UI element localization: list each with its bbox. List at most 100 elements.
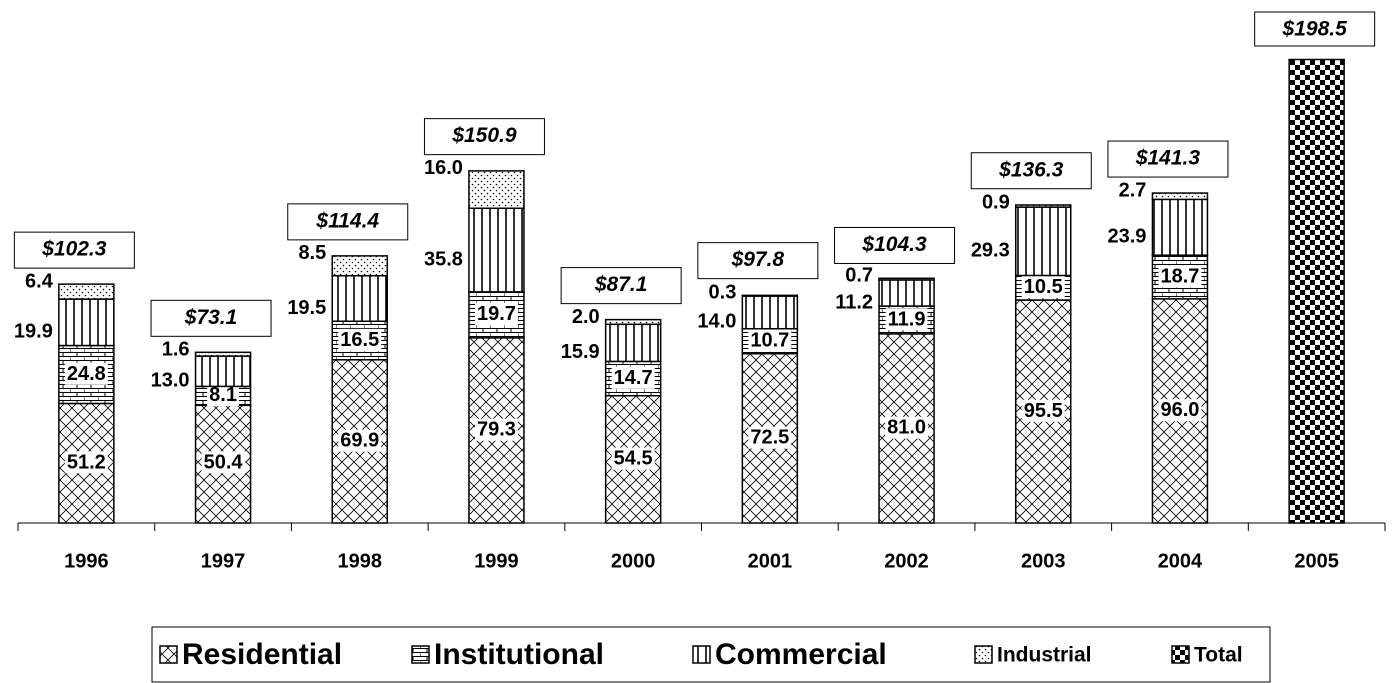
data-label-bg — [474, 418, 518, 441]
data-label: 19.5 — [287, 297, 326, 319]
total-label-box — [13, 231, 135, 269]
total-label-box — [1107, 140, 1229, 178]
bar-segment — [331, 255, 388, 277]
data-label: 6.4 — [25, 270, 54, 292]
data-label-bg — [748, 426, 792, 449]
data-label: 35.8 — [424, 248, 463, 270]
data-label-bg — [474, 303, 518, 326]
legend-swatch — [974, 645, 993, 664]
total-label-box — [1254, 11, 1376, 47]
x-tick-label: 2002 — [884, 550, 929, 572]
data-label: 14.7 — [614, 367, 653, 389]
x-tick-label: 2005 — [1294, 550, 1339, 572]
data-label: 19.7 — [477, 303, 516, 325]
total-bar — [1288, 58, 1345, 524]
data-label: 79.3 — [477, 419, 516, 441]
data-label: 51.2 — [67, 451, 106, 473]
total-label-box — [287, 203, 409, 241]
data-label: 0.7 — [845, 265, 873, 287]
legend-label: Commercial — [715, 638, 887, 671]
bar-segment — [194, 351, 252, 357]
total-label: $73.1 — [184, 306, 238, 329]
data-label: 50.4 — [204, 451, 244, 473]
data-label: 23.9 — [1108, 226, 1147, 248]
total-label-box — [150, 299, 272, 337]
data-label: 69.9 — [340, 430, 379, 452]
data-label: 0.9 — [982, 191, 1010, 213]
legend-label: Institutional — [434, 638, 604, 671]
data-label: 14.0 — [697, 311, 736, 333]
data-label-bg — [338, 429, 382, 452]
bar-segment — [58, 283, 115, 300]
data-label: 13.0 — [151, 370, 190, 392]
x-tick-label: 1999 — [474, 550, 519, 572]
total-label: $104.3 — [861, 233, 927, 256]
bar-segment — [1151, 192, 1209, 201]
data-label-bg — [611, 366, 655, 389]
data-label-bg — [338, 328, 382, 351]
data-label: 18.7 — [1160, 265, 1199, 287]
x-tick-label: 2000 — [611, 550, 656, 572]
data-label-bg — [207, 384, 239, 407]
bar-segment — [604, 318, 662, 326]
total-label: $150.9 — [451, 124, 517, 147]
bar-segment — [468, 207, 525, 293]
data-label-bg — [1021, 399, 1065, 422]
total-label: $102.3 — [41, 238, 107, 261]
data-label-bg — [748, 329, 792, 352]
data-label-bg — [1158, 265, 1202, 288]
bar-segment — [331, 274, 388, 323]
total-label-box — [697, 242, 819, 280]
legend-box — [151, 626, 1271, 683]
legend-label: Residential — [182, 638, 342, 671]
data-label-bg — [885, 308, 928, 331]
x-tick-label: 1997 — [201, 550, 246, 572]
bar-segment — [1015, 204, 1072, 208]
data-label-bg — [1158, 399, 1202, 422]
data-label: 2.7 — [1119, 179, 1147, 201]
total-label-box — [970, 152, 1092, 190]
data-label-bg — [885, 416, 929, 439]
data-label: 10.7 — [750, 330, 789, 352]
data-label-bg — [201, 451, 246, 474]
data-label: 72.5 — [750, 427, 789, 449]
data-label: 95.5 — [1024, 400, 1063, 422]
x-tick-label: 1998 — [338, 550, 383, 572]
bar-segment — [58, 298, 115, 347]
data-label: 8.1 — [209, 384, 237, 406]
total-label: $97.8 — [731, 248, 785, 271]
data-label: 81.0 — [887, 417, 926, 439]
data-label: 19.9 — [14, 321, 53, 343]
x-tick-label: 1996 — [64, 550, 109, 572]
total-label: $136.3 — [998, 158, 1064, 181]
legend-swatch — [411, 645, 430, 664]
bar-segment — [1151, 198, 1209, 256]
legend-label: Total — [1194, 644, 1243, 667]
legend-swatch — [159, 645, 178, 664]
bar-segment — [1015, 206, 1072, 277]
total-label: $141.3 — [1135, 147, 1201, 170]
total-label: $198.5 — [1282, 18, 1348, 41]
legend-swatch — [692, 645, 711, 664]
legend-label: Industrial — [997, 644, 1092, 667]
total-label-box — [423, 118, 545, 156]
data-label: 1.6 — [162, 339, 190, 361]
data-label: 2.0 — [572, 306, 600, 328]
data-label-bg — [611, 447, 655, 470]
data-label: 0.3 — [709, 282, 737, 304]
data-label-bg — [1021, 276, 1065, 299]
total-label-box — [560, 267, 682, 305]
data-label-bg — [64, 451, 108, 474]
total-label: $87.1 — [594, 273, 648, 296]
data-label-bg — [64, 362, 108, 385]
bar-segment — [878, 277, 935, 281]
data-label: 11.2 — [835, 291, 873, 313]
bar-segment — [194, 355, 252, 388]
bar-segment — [741, 295, 799, 330]
x-tick-label: 2004 — [1158, 550, 1203, 572]
bar-segment — [604, 323, 662, 363]
bar-segment — [741, 294, 799, 297]
data-label: 11.9 — [888, 308, 926, 330]
bar-segment — [878, 279, 935, 307]
